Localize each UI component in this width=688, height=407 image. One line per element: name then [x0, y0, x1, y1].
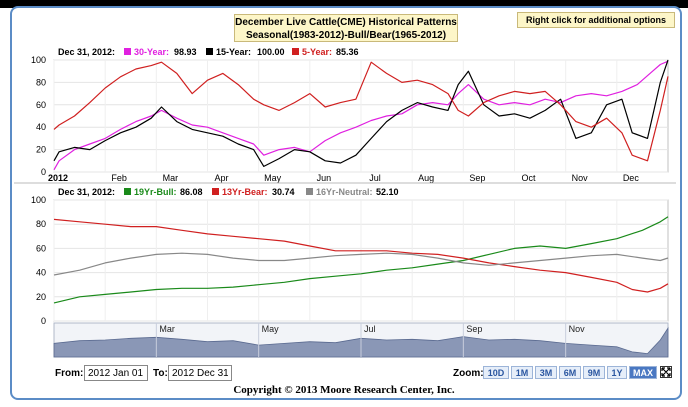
- y-tick-label: 20: [36, 145, 46, 155]
- lower-legend-date: Dec 31, 2012:: [58, 187, 115, 197]
- chart-title-line2: Seasonal(1983-2012)-Bull/Bear(1965-2012): [245, 30, 447, 41]
- y-tick-label: 40: [36, 268, 46, 278]
- legend-value: 100.00: [257, 47, 285, 57]
- navigator-label: May: [262, 324, 280, 334]
- navigator-label: Jul: [364, 324, 376, 334]
- from-label: From:: [55, 368, 84, 379]
- expand-icon[interactable]: [660, 366, 672, 378]
- y-tick-label: 0: [41, 167, 46, 177]
- x-tick-label: Oct: [521, 173, 536, 183]
- x-tick-label: Dec: [623, 173, 640, 183]
- y-tick-label: 100: [31, 55, 46, 65]
- upper-legend-item-2[interactable]: 5-Year: 85.36: [292, 47, 359, 57]
- legend-value: 52.10: [376, 187, 399, 197]
- y-tick-label: 20: [36, 292, 46, 302]
- zoom-10d-button[interactable]: 10D: [483, 366, 509, 379]
- upper-series: [53, 59, 669, 171]
- x-tick-label: Sep: [469, 173, 485, 183]
- window-top-edge: [0, 0, 688, 8]
- zoom-max-button[interactable]: MAX: [629, 366, 657, 379]
- to-date-input[interactable]: [168, 365, 232, 381]
- navigator-label: Sep: [466, 324, 482, 334]
- x-tick-label: Apr: [214, 173, 228, 183]
- zoom-3m-button[interactable]: 3M: [535, 366, 557, 379]
- lower-panel: 0 20 40 60 80 100 Dec 31, 2012: 19Yr-Bull: 86…: [31, 187, 669, 326]
- legend-label: 13Yr-Bear:: [222, 187, 268, 197]
- zoom-1m-button[interactable]: 1M: [511, 366, 533, 379]
- legend-swatch: [306, 188, 313, 195]
- upper-x-ticks: 2012 Feb Mar Apr May Jun Jul Aug Sep Oct Nov Dec: [48, 173, 639, 183]
- legend-value: 85.36: [336, 47, 359, 57]
- y-tick-label: 40: [36, 122, 46, 132]
- x-tick-label: Jul: [369, 173, 381, 183]
- chart-title: December Live Cattle(CME) Historical Pat…: [234, 14, 458, 42]
- zoom-label: Zoom:: [453, 368, 484, 379]
- series-line-16yr-neutral[interactable]: [53, 252, 669, 276]
- navigator-label: Mar: [159, 324, 175, 334]
- upper-grid: [53, 59, 668, 173]
- right-click-hint[interactable]: Right click for additional options: [517, 12, 675, 28]
- series-line-5-year[interactable]: [53, 61, 669, 162]
- lower-series: [53, 216, 669, 304]
- y-tick-label: 80: [36, 77, 46, 87]
- series-line-19yr-bull[interactable]: [53, 216, 669, 304]
- legend-swatch: [124, 188, 131, 195]
- upper-legend-date: Dec 31, 2012:: [58, 47, 115, 57]
- x-tick-label: 2012: [48, 173, 68, 183]
- y-tick-label: 80: [36, 219, 46, 229]
- chart-title-line1: December Live Cattle(CME) Historical Pat…: [235, 17, 457, 28]
- upper-y-ticks: 0 20 40 60 80 100: [31, 55, 46, 177]
- x-tick-label: May: [264, 173, 282, 183]
- legend-label: 16Yr-Neutral:: [316, 187, 373, 197]
- legend-value: 30.74: [272, 187, 295, 197]
- from-date-input[interactable]: [84, 365, 148, 381]
- x-tick-label: Feb: [111, 173, 127, 183]
- legend-label: 5-Year:: [302, 47, 332, 57]
- navigator-label: Nov: [569, 324, 586, 334]
- lower-legend-item-0[interactable]: 19Yr-Bull: 86.08: [124, 187, 203, 197]
- y-tick-label: 100: [31, 195, 46, 205]
- series-line-15-year[interactable]: [53, 59, 669, 167]
- legend-swatch: [212, 188, 219, 195]
- copyright-text: Copyright © 2013 Moore Research Center, …: [233, 384, 455, 396]
- x-tick-label: Mar: [163, 173, 179, 183]
- navigator-labels: Mar May Jul Sep Nov: [155, 323, 586, 357]
- lower-y-ticks: 0 20 40 60 80 100: [31, 195, 46, 326]
- x-tick-label: Jun: [317, 173, 332, 183]
- upper-legend-item-1[interactable]: 15-Year: 100.00: [206, 47, 285, 57]
- zoom-1y-button[interactable]: 1Y: [607, 366, 627, 379]
- legend-value: 86.08: [180, 187, 203, 197]
- x-tick-label: Aug: [418, 173, 434, 183]
- upper-panel: 0 20 40 60 80 100 2012 Feb Mar Apr May Jun Jul Aug Se…: [31, 47, 669, 183]
- y-tick-label: 0: [41, 316, 46, 326]
- legend-label: 30-Year:: [134, 47, 169, 57]
- legend-value: 98.93: [174, 47, 197, 57]
- upper-legend-item-0[interactable]: 30-Year: 98.93: [124, 47, 197, 57]
- lower-legend-item-1[interactable]: 13Yr-Bear: 30.74: [212, 187, 295, 197]
- range-navigator[interactable]: Mar May Jul Sep Nov: [53, 322, 669, 358]
- series-line-13yr-bear[interactable]: [53, 218, 669, 293]
- lower-legend-item-2[interactable]: 16Yr-Neutral: 52.10: [306, 187, 399, 197]
- y-tick-label: 60: [36, 100, 46, 110]
- zoom-9m-button[interactable]: 9M: [583, 366, 605, 379]
- legend-swatch: [206, 48, 213, 55]
- y-tick-label: 60: [36, 243, 46, 253]
- to-label: To:: [153, 368, 168, 379]
- legend-swatch: [292, 48, 299, 55]
- series-line-30-year[interactable]: [53, 60, 669, 171]
- zoom-6m-button[interactable]: 6M: [559, 366, 581, 379]
- legend-swatch: [124, 48, 131, 55]
- legend-label: 15-Year:: [216, 47, 251, 57]
- legend-label: 19Yr-Bull:: [134, 187, 177, 197]
- x-tick-label: Nov: [572, 173, 589, 183]
